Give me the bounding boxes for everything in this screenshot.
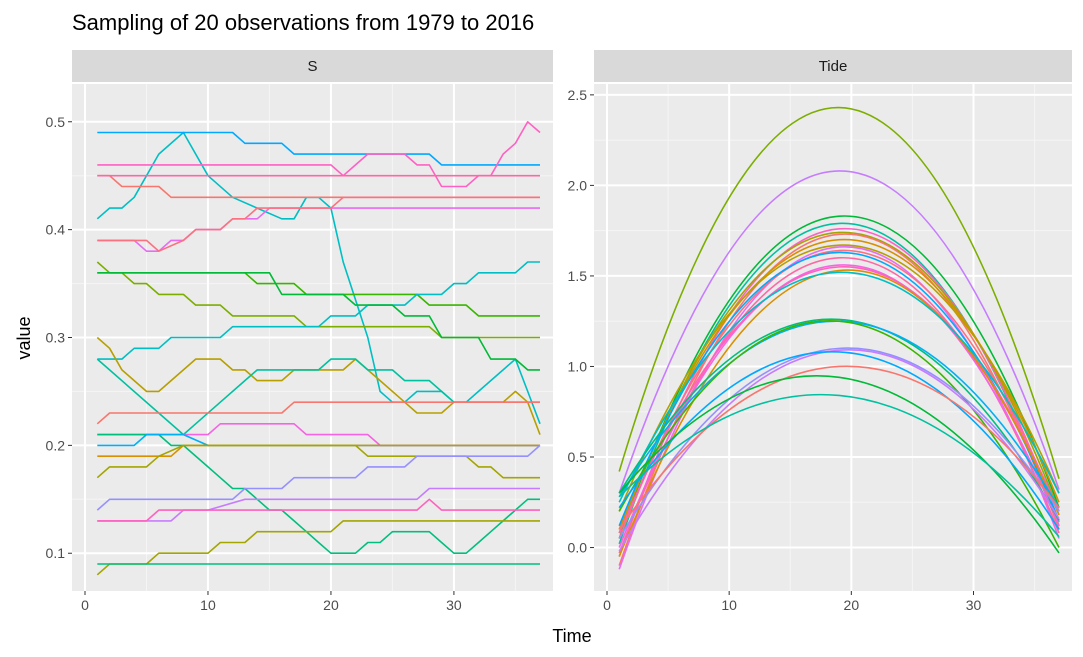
- x-tick-label: 10: [200, 597, 216, 613]
- x-tick-label: 0: [81, 597, 89, 613]
- series-line: [96, 444, 541, 511]
- series-group-s: [96, 121, 541, 576]
- facet-panel-tide: Tide 0 10 20 30 0.0 0.5 1.0 1.5 2.0 2.5: [568, 50, 1072, 613]
- series-line: [97, 261, 540, 360]
- y-axis-title: value: [14, 316, 34, 359]
- series-line: [96, 261, 540, 339]
- series-line: [97, 433, 540, 447]
- series-line: [618, 170, 1060, 494]
- y-tick-label: 1.5: [568, 268, 588, 284]
- facet-panel-s: S 0 10 20 30 0.1 0.2 0.3 0.4 0.5: [46, 50, 553, 613]
- series-line: [618, 365, 1060, 530]
- series-line: [618, 269, 1060, 557]
- series-line: [97, 498, 540, 522]
- series-line: [618, 231, 1060, 534]
- series-line: [618, 375, 1060, 554]
- series-line: [97, 272, 540, 317]
- series-line: [618, 349, 1060, 552]
- y-tick-label: 0.5: [46, 114, 66, 130]
- strip-background-tide: [594, 50, 1072, 82]
- chart-title: Sampling of 20 observations from 1979 to…: [72, 10, 534, 35]
- series-line: [618, 318, 1060, 521]
- y-tick-label: 2.0: [568, 177, 588, 193]
- series-line: [96, 336, 541, 435]
- x-tick-label: 30: [966, 597, 982, 613]
- y-tick-label: 0.0: [568, 540, 588, 556]
- series-group-tide: [618, 106, 1060, 570]
- x-axis-title: Time: [552, 626, 591, 646]
- series-line: [97, 433, 540, 554]
- series-line: [96, 131, 541, 425]
- y-axis-s: 0.1 0.2 0.3 0.4 0.5: [46, 114, 72, 561]
- y-tick-label: 2.5: [568, 87, 588, 103]
- y-axis-tide: 0.0 0.5 1.0 1.5 2.0 2.5: [568, 87, 594, 556]
- strip-background-s: [72, 50, 553, 82]
- x-tick-label: 30: [446, 597, 462, 613]
- y-tick-label: 0.3: [46, 330, 66, 346]
- x-axis-s: 0 10 20 30: [81, 591, 462, 613]
- series-line: [618, 106, 1060, 479]
- series-line: [97, 131, 540, 166]
- x-tick-label: 20: [323, 597, 339, 613]
- series-line: [618, 320, 1060, 548]
- series-line: [618, 347, 1060, 539]
- series-line: [97, 487, 540, 522]
- y-tick-label: 1.0: [568, 358, 588, 374]
- x-axis-tide: 0 10 20 30: [603, 591, 981, 613]
- series-line: [97, 444, 540, 457]
- strip-label-s: S: [307, 58, 317, 75]
- series-line: [618, 244, 1060, 512]
- x-tick-label: 20: [844, 597, 860, 613]
- series-line: [96, 401, 540, 425]
- series-line: [618, 264, 1060, 548]
- y-tick-label: 0.2: [46, 437, 66, 453]
- series-line: [618, 393, 1060, 538]
- x-tick-label: 10: [721, 597, 737, 613]
- x-tick-label: 0: [603, 597, 611, 613]
- series-line: [97, 196, 540, 252]
- series-line: [618, 271, 1060, 503]
- strip-label-tide: Tide: [819, 58, 848, 75]
- series-line: [97, 272, 540, 371]
- plot-background-tide: [594, 84, 1072, 591]
- y-tick-label: 0.4: [46, 222, 66, 238]
- y-tick-label: 0.1: [46, 545, 66, 561]
- y-tick-label: 0.5: [568, 449, 588, 465]
- series-line: [96, 444, 540, 479]
